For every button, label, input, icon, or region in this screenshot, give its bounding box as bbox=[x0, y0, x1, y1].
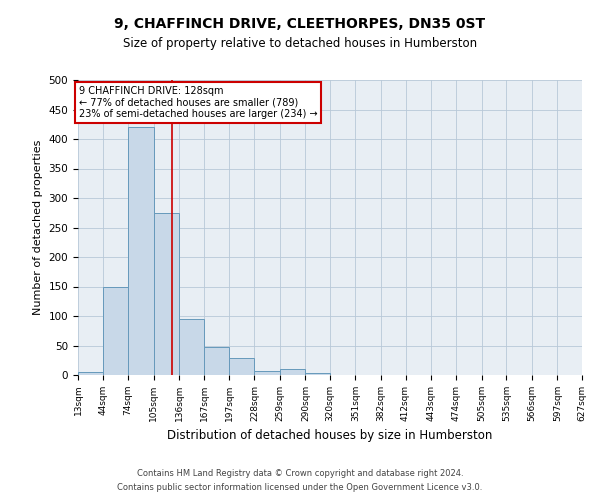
X-axis label: Distribution of detached houses by size in Humberston: Distribution of detached houses by size … bbox=[167, 430, 493, 442]
Bar bbox=[205, 346, 229, 375]
Text: Contains HM Land Registry data © Crown copyright and database right 2024.: Contains HM Land Registry data © Crown c… bbox=[137, 468, 463, 477]
Bar bbox=[305, 373, 330, 375]
Bar bbox=[103, 286, 128, 375]
Text: Contains public sector information licensed under the Open Government Licence v3: Contains public sector information licen… bbox=[118, 484, 482, 492]
Y-axis label: Number of detached properties: Number of detached properties bbox=[33, 140, 43, 315]
Bar bbox=[78, 372, 103, 375]
Bar bbox=[280, 369, 305, 375]
Text: 9 CHAFFINCH DRIVE: 128sqm
← 77% of detached houses are smaller (789)
23% of semi: 9 CHAFFINCH DRIVE: 128sqm ← 77% of detac… bbox=[79, 86, 317, 119]
Bar bbox=[229, 358, 254, 375]
Bar bbox=[128, 127, 154, 375]
Bar bbox=[254, 371, 280, 375]
Bar bbox=[154, 213, 179, 375]
Bar bbox=[179, 319, 205, 375]
Text: 9, CHAFFINCH DRIVE, CLEETHORPES, DN35 0ST: 9, CHAFFINCH DRIVE, CLEETHORPES, DN35 0S… bbox=[115, 18, 485, 32]
Text: Size of property relative to detached houses in Humberston: Size of property relative to detached ho… bbox=[123, 38, 477, 51]
